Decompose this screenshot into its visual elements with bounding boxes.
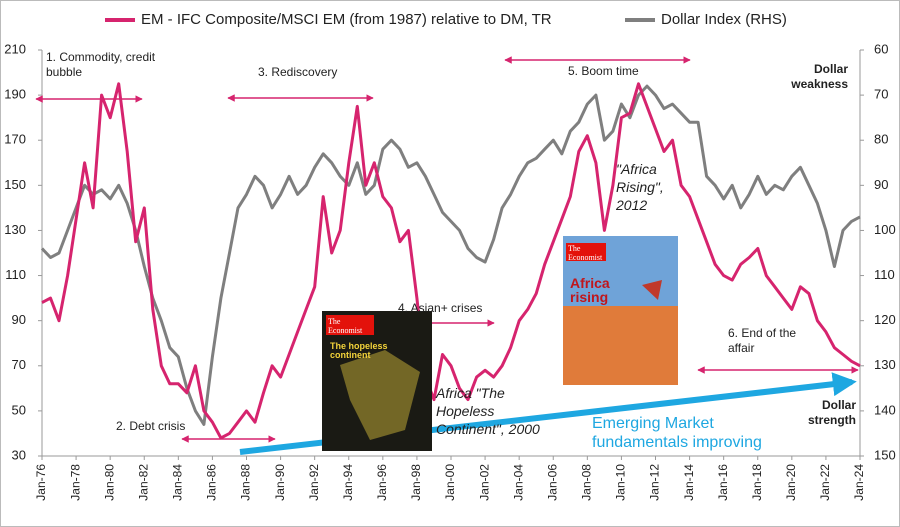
- x-tick-label: Jan-12: [648, 464, 662, 501]
- y-tick-label: 190: [4, 87, 26, 102]
- annotation: Dollar strength: [808, 398, 856, 427]
- y-tick-label: 150: [4, 177, 26, 192]
- x-tick-label: Jan-24: [852, 464, 866, 501]
- x-tick-label: Jan-94: [341, 464, 355, 501]
- x-tick-label: Jan-20: [784, 464, 798, 501]
- y-tick-label: 90: [12, 312, 26, 327]
- x-tick-label: Jan-82: [136, 464, 150, 501]
- x-tick-label: Jan-04: [511, 464, 525, 501]
- legend-label: EM - IFC Composite/MSCI EM (from 1987) r…: [141, 11, 552, 28]
- annotation: Emerging Market fundamentals improving: [592, 415, 762, 451]
- cover-masthead: The Economist: [328, 317, 363, 335]
- annotation: 1. Commodity, credit bubble: [46, 50, 156, 79]
- cover-masthead-box: [326, 315, 374, 335]
- y2-tick-label: 100: [874, 222, 896, 237]
- y-tick-label: 110: [5, 267, 26, 282]
- y-tick-label: 50: [12, 402, 26, 417]
- cover-masthead: The Economist: [568, 244, 603, 262]
- annotation: 4. Asian+ crises: [398, 301, 483, 315]
- annotation: 6. End of the affair: [728, 326, 797, 355]
- cover-art: [642, 280, 662, 300]
- x-tick-label: Jan-10: [614, 464, 628, 501]
- x-tick-label: Jan-18: [750, 464, 764, 501]
- x-tick-label: Jan-86: [205, 464, 219, 501]
- x-tick-label: Jan-88: [239, 464, 253, 501]
- annotation: 3. Rediscovery: [258, 65, 338, 79]
- y-tick-label: 30: [12, 447, 26, 462]
- series-line: [41, 82, 861, 440]
- x-tick-label: Jan-78: [68, 464, 82, 501]
- annotation: 2. Debt crisis: [116, 419, 186, 433]
- y2-tick-label: 70: [874, 87, 888, 102]
- x-tick-label: Jan-14: [682, 464, 696, 501]
- x-tick-label: Jan-84: [171, 464, 185, 501]
- y2-tick-label: 140: [874, 402, 896, 417]
- x-tick-label: Jan-06: [545, 464, 559, 501]
- x-tick-label: Jan-16: [716, 464, 730, 501]
- y2-tick-label: 80: [874, 132, 888, 147]
- x-tick-label: Jan-80: [102, 464, 116, 501]
- y2-tick-label: 150: [874, 447, 896, 462]
- x-tick-label: Jan-98: [409, 464, 423, 501]
- y-tick-label: 70: [12, 357, 26, 372]
- annotation: Dollar weakness: [791, 62, 848, 91]
- y-tick-label: 130: [4, 222, 26, 237]
- annotation-arrows: [35, 56, 859, 443]
- cover-masthead-box: [566, 243, 606, 261]
- annotation: "Africa Rising", 2012: [616, 161, 664, 213]
- y-tick-label: 170: [4, 132, 26, 147]
- x-tick-label: Jan-92: [307, 464, 321, 501]
- annotation: 5. Boom time: [568, 64, 639, 78]
- cover-headline: Africa rising: [570, 275, 610, 305]
- series-line: [40, 84, 861, 426]
- y2-tick-label: 110: [874, 267, 895, 282]
- y2-tick-label: 120: [874, 312, 896, 327]
- x-tick-label: Jan-22: [818, 464, 832, 501]
- x-tick-label: Jan-90: [273, 464, 287, 501]
- y-tick-label: 210: [4, 41, 26, 56]
- x-tick-label: Jan-02: [477, 464, 491, 501]
- x-tick-label: Jan-76: [34, 464, 48, 501]
- cover-headline: The hopeless continent: [330, 341, 388, 360]
- x-tick-label: Jan-00: [443, 464, 457, 501]
- x-tick-label: Jan-08: [580, 464, 594, 501]
- y2-tick-label: 90: [874, 177, 888, 192]
- legend-label: Dollar Index (RHS): [661, 11, 787, 28]
- y2-tick-label: 60: [874, 41, 888, 56]
- y2-tick-label: 130: [874, 357, 896, 372]
- cover-art: [340, 350, 420, 440]
- annotation: Africa "The Hopeless Continent", 2000: [436, 385, 540, 437]
- x-tick-label: Jan-96: [375, 464, 389, 501]
